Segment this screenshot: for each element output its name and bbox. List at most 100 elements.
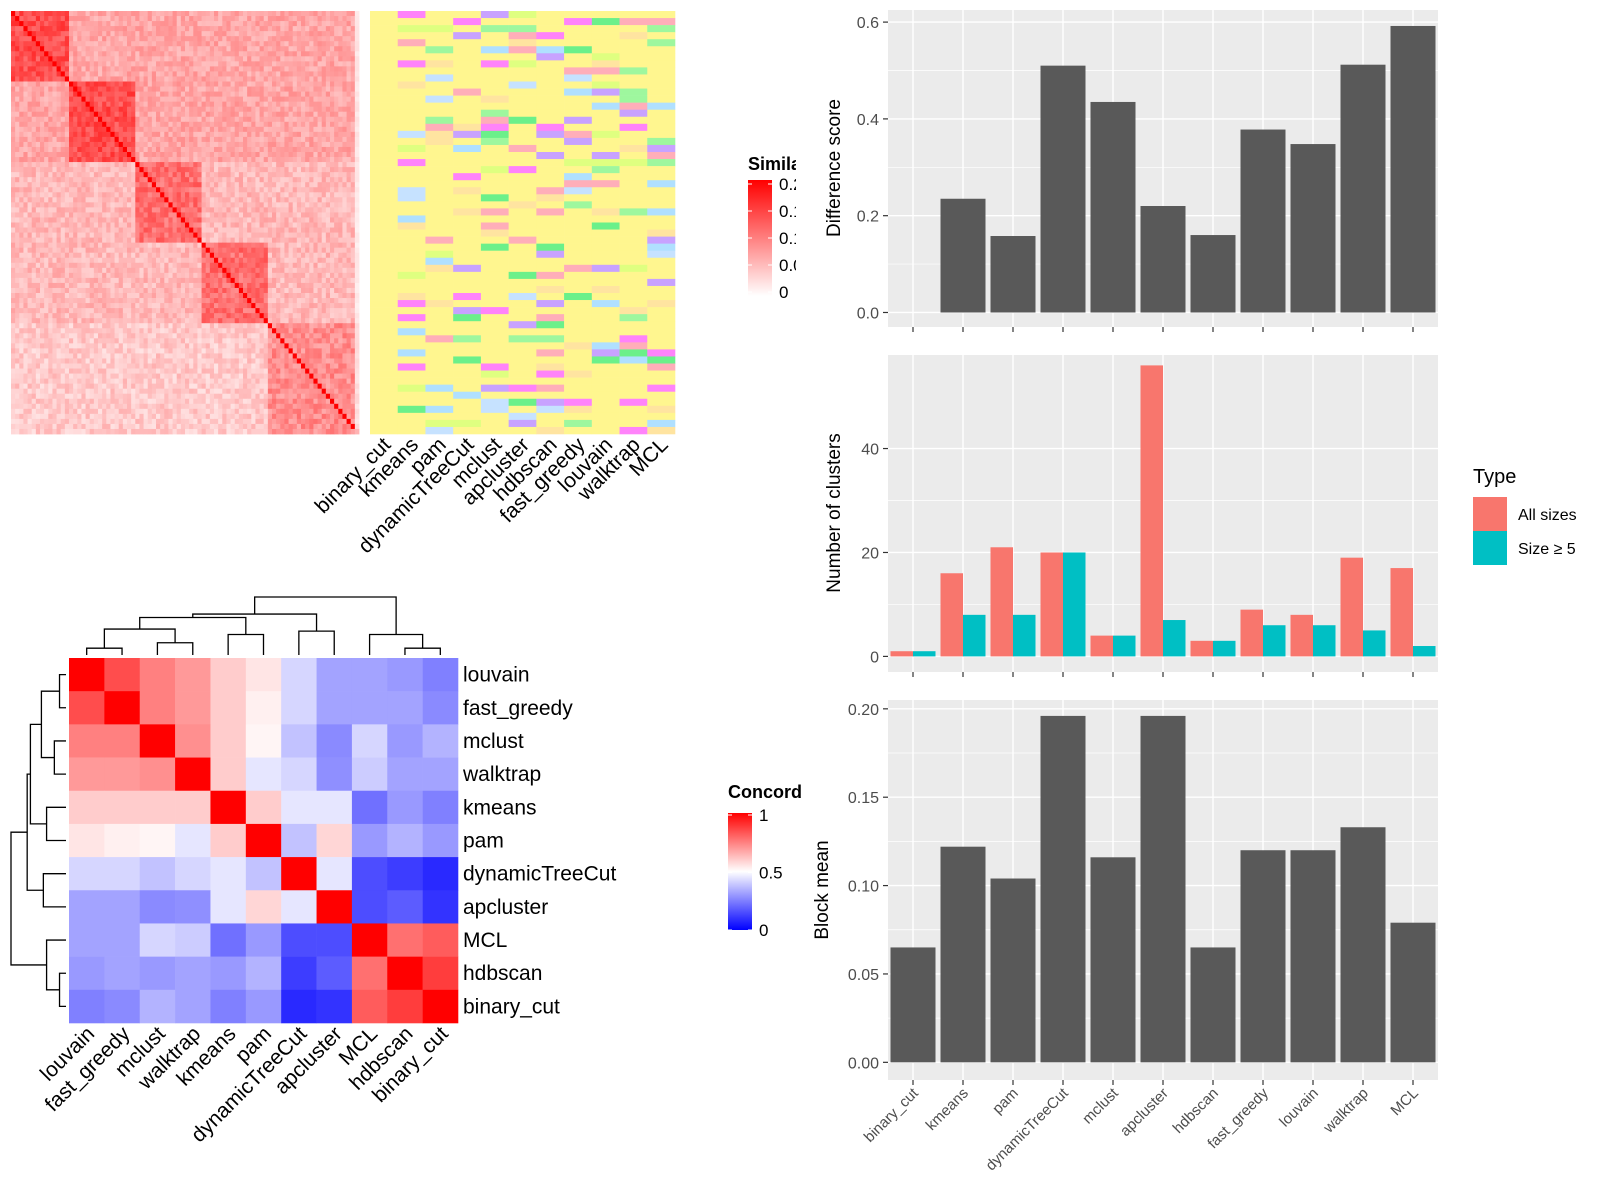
heatmap-cell <box>11 232 16 239</box>
heatmap-cell <box>110 76 115 82</box>
heatmap-cell <box>259 61 265 67</box>
heatmap-cell <box>330 71 335 77</box>
heatmap-cell <box>127 257 132 264</box>
heatmap-cell <box>93 262 99 269</box>
heatmap-cell <box>160 146 165 153</box>
heatmap-cell <box>284 116 289 123</box>
heatmap-cell <box>284 197 289 203</box>
heatmap-cell <box>64 11 70 17</box>
heatmap-cell <box>189 121 194 128</box>
heatmap-cell <box>35 177 41 183</box>
heatmap-cell <box>118 41 124 47</box>
heatmap-cell <box>139 277 144 284</box>
heatmap-cell <box>338 293 343 299</box>
heatmap-cell <box>164 187 169 193</box>
heatmap-cell <box>93 31 99 37</box>
heatmap-cell <box>280 272 285 279</box>
heatmap-cell <box>52 227 57 233</box>
heatmap-cell <box>296 242 302 249</box>
heatmap-cell <box>317 91 323 98</box>
heatmap-cell <box>23 222 28 228</box>
heatmap-cell <box>135 86 140 92</box>
heatmap-cell <box>247 121 252 128</box>
heatmap-cell <box>276 71 281 77</box>
heatmap-cell <box>301 96 306 103</box>
heatmap-cell <box>85 81 91 87</box>
heatmap-cell <box>296 36 302 42</box>
heatmap-cell <box>330 66 335 72</box>
heatmap-cell <box>151 121 157 128</box>
heatmap-cell <box>251 267 256 274</box>
heatmap-cell <box>226 237 231 244</box>
heatmap-cell <box>238 141 244 148</box>
heatmap-cell <box>114 172 120 178</box>
heatmap-cell <box>197 222 202 228</box>
heatmap-cell <box>127 16 132 22</box>
heatmap-cell <box>255 242 260 249</box>
heatmap-cell <box>168 41 173 47</box>
heatmap-cell <box>147 11 153 17</box>
heatmap-cell <box>44 287 49 294</box>
heatmap-cell <box>35 152 41 158</box>
heatmap-cell <box>127 262 132 269</box>
heatmap-cell <box>222 152 227 158</box>
heatmap-cell <box>131 91 136 98</box>
heatmap-cell <box>168 202 173 208</box>
heatmap-cell <box>73 51 78 57</box>
heatmap-cell <box>19 262 24 269</box>
heatmap-cell <box>93 293 99 299</box>
heatmap-cell <box>350 126 356 133</box>
heatmap-cell <box>230 227 236 233</box>
heatmap-cell <box>15 192 20 198</box>
heatmap-cell <box>292 26 298 32</box>
heatmap-cell <box>201 262 207 269</box>
heatmap-cell <box>172 303 178 309</box>
heatmap-cell <box>276 167 281 173</box>
heatmap-cell <box>35 262 41 269</box>
heatmap-cell <box>284 237 289 244</box>
heatmap-cell <box>151 51 157 57</box>
heatmap-cell <box>56 31 62 37</box>
heatmap-cell <box>27 293 33 299</box>
heatmap-cell <box>160 16 165 22</box>
heatmap-cell <box>73 242 78 249</box>
heatmap-cell <box>31 232 37 239</box>
heatmap-cell <box>296 16 302 22</box>
heatmap-cell <box>27 116 33 123</box>
heatmap-cell <box>172 212 178 218</box>
heatmap-cell <box>342 167 347 173</box>
heatmap-cell <box>52 36 57 42</box>
heatmap-cell <box>156 121 161 128</box>
heatmap-cell <box>19 217 24 223</box>
heatmap-cell <box>222 116 227 123</box>
heatmap-cell <box>305 121 310 128</box>
heatmap-cell <box>330 51 335 57</box>
heatmap-cell <box>259 71 265 77</box>
heatmap-cell <box>118 182 124 188</box>
heatmap-cell <box>27 162 33 168</box>
heatmap-cell <box>35 257 41 264</box>
heatmap-cell <box>118 111 124 118</box>
heatmap-cell <box>52 116 57 123</box>
heatmap-cell <box>114 146 120 153</box>
heatmap-cell <box>330 252 335 259</box>
heatmap-cell <box>147 197 153 203</box>
heatmap-cell <box>19 106 24 113</box>
heatmap-cell <box>317 298 323 304</box>
heatmap-cell <box>147 282 153 289</box>
heatmap-cell <box>44 222 49 228</box>
heatmap-cell <box>89 247 95 254</box>
heatmap-cell <box>259 46 265 52</box>
heatmap-cell <box>263 192 269 198</box>
heatmap-cell <box>176 252 182 259</box>
heatmap-cell <box>85 242 91 249</box>
heatmap-cell <box>276 207 281 213</box>
heatmap-cell <box>330 293 335 299</box>
heatmap-cell <box>114 202 120 208</box>
heatmap-cell <box>197 237 202 244</box>
heatmap-cell <box>222 267 227 274</box>
heatmap-cell <box>64 262 70 269</box>
heatmap-cell <box>301 111 306 118</box>
heatmap-cell <box>230 222 236 228</box>
heatmap-cell <box>214 41 219 47</box>
